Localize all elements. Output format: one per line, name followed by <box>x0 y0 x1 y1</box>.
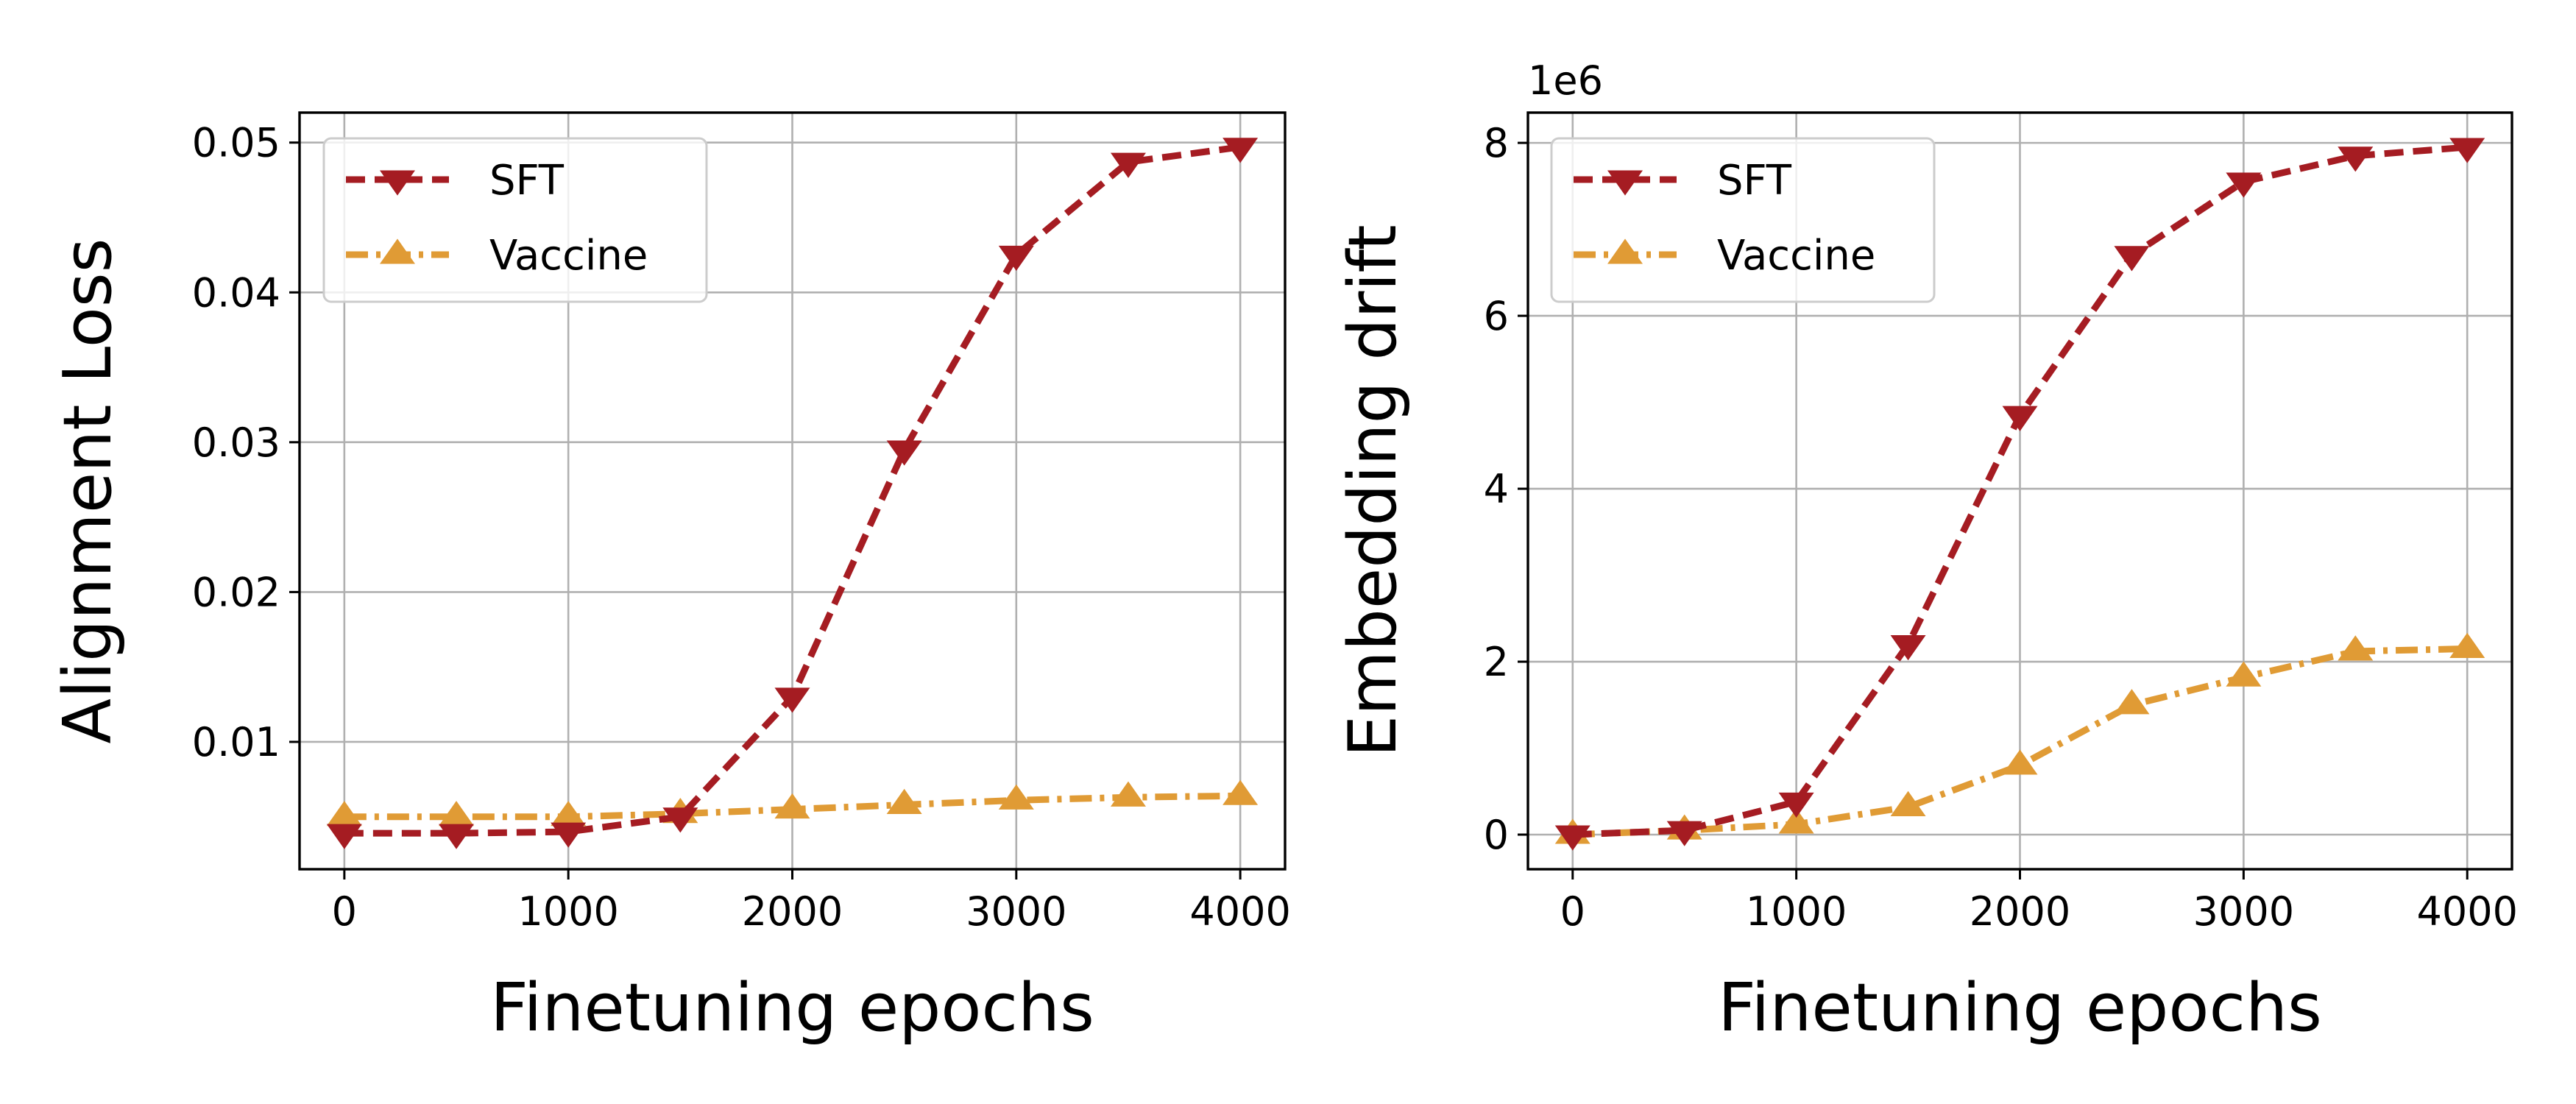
data-point-sft <box>2002 406 2038 431</box>
data-point-sft <box>774 687 810 713</box>
x-tick-label: 0 <box>1560 888 1585 935</box>
y-axis-label: Embedding drift <box>1334 224 1412 757</box>
data-point-sft <box>326 824 362 849</box>
legend: SFT Vaccine <box>322 137 708 303</box>
data-point-vaccine <box>326 801 362 827</box>
y-tick-label: 0.05 <box>192 120 280 166</box>
data-point-sft <box>2226 172 2262 198</box>
data-point-sft <box>1110 152 1146 178</box>
data-point-sft <box>998 245 1034 272</box>
y-axis-label: Alignment Loss <box>49 238 127 743</box>
series-sft <box>1554 138 2485 851</box>
x-tick-label: 2000 <box>742 888 843 935</box>
data-point-sft <box>662 807 698 833</box>
y-tick-label: 8 <box>1484 120 1509 166</box>
chart-alignment-loss: 0 1000 2000 3000 4000 0.01 0.02 0.03 0.04 0.05 Fi… <box>49 111 1291 1047</box>
data-point-sft <box>2114 246 2150 272</box>
tick-labels: 0 1000 2000 3000 4000 0 2 4 6 8 <box>1484 120 2518 935</box>
legend-marker-vaccine <box>1607 238 1643 264</box>
series-layer <box>326 138 1259 849</box>
x-tick-label: 1000 <box>517 888 618 935</box>
x-tick-label: 3000 <box>2193 888 2294 935</box>
y-tick-label: 0.01 <box>192 719 280 765</box>
x-tick-label: 2000 <box>1970 888 2070 935</box>
data-point-vaccine <box>2226 661 2262 687</box>
series-layer <box>1554 138 2485 851</box>
data-point-vaccine <box>1890 790 1926 816</box>
data-point-sft <box>1554 825 1590 851</box>
data-point-sft <box>2449 138 2485 163</box>
data-point-sft <box>551 822 587 848</box>
data-point-vaccine <box>551 801 587 827</box>
data-point-vaccine <box>2114 689 2150 715</box>
data-point-sft <box>2338 146 2374 172</box>
data-point-sft <box>1890 634 1926 661</box>
tick-marks <box>1518 141 2469 880</box>
y-tick-label: 0.04 <box>192 269 280 316</box>
tick-labels: 0 1000 2000 3000 4000 0.01 0.02 0.03 0.04 0.05 <box>192 120 1291 935</box>
legend-marker-vaccine <box>380 238 415 264</box>
legend: SFT Vaccine <box>1550 137 1936 303</box>
data-point-vaccine <box>439 801 475 827</box>
x-tick-label: 0 <box>332 888 357 935</box>
legend-entry-sft: SFT <box>1574 157 1792 205</box>
y-tick-label: 6 <box>1484 293 1509 339</box>
y-tick-label: 2 <box>1484 639 1509 685</box>
x-tick-label: 4000 <box>1189 888 1290 935</box>
legend-entry-vaccine: Vaccine <box>346 232 648 280</box>
data-point-vaccine <box>774 793 810 819</box>
data-point-sft <box>1778 792 1814 818</box>
data-point-vaccine <box>886 788 922 815</box>
legend-marker-sft <box>380 170 415 196</box>
legend-label-sft: SFT <box>489 157 565 205</box>
y-offset-label: 1e6 <box>1528 57 1603 104</box>
series-sft <box>326 138 1259 849</box>
legend-entry-vaccine: Vaccine <box>1574 232 1875 280</box>
data-point-vaccine <box>1222 779 1259 805</box>
x-tick-label: 4000 <box>2417 888 2518 935</box>
y-tick-label: 0.03 <box>192 420 280 466</box>
y-tick-label: 4 <box>1484 466 1509 512</box>
legend-label-vaccine: Vaccine <box>1717 232 1875 280</box>
data-point-vaccine <box>998 784 1034 810</box>
data-point-sft <box>1666 821 1702 846</box>
data-point-vaccine <box>1778 808 1814 834</box>
x-tick-label: 3000 <box>966 888 1066 935</box>
y-tick-label: 0.02 <box>192 569 280 615</box>
legend-entry-sft: SFT <box>346 157 565 205</box>
legend-marker-sft <box>1607 170 1643 196</box>
series-line-vaccine <box>1572 645 2468 838</box>
x-tick-label: 1000 <box>1746 888 1847 935</box>
x-axis-label: Finetuning epochs <box>490 969 1094 1047</box>
data-point-vaccine <box>2449 632 2485 658</box>
y-tick-label: 0 <box>1484 812 1509 858</box>
data-point-vaccine <box>2338 635 2374 661</box>
data-point-sft <box>1222 138 1259 163</box>
data-point-vaccine <box>2002 749 2038 775</box>
data-point-sft <box>886 440 922 466</box>
legend-label-vaccine: Vaccine <box>489 232 648 280</box>
data-point-vaccine <box>1110 781 1146 807</box>
data-point-sft <box>439 824 475 849</box>
chart-embedding-drift: 0 1000 2000 3000 4000 0 2 4 6 8 1e6 Finetuning ep… <box>1334 57 2518 1047</box>
series-vaccine <box>326 779 1259 827</box>
x-axis-label: Finetuning epochs <box>1718 969 2322 1047</box>
tick-marks <box>289 141 1242 880</box>
legend-label-sft: SFT <box>1717 157 1792 205</box>
